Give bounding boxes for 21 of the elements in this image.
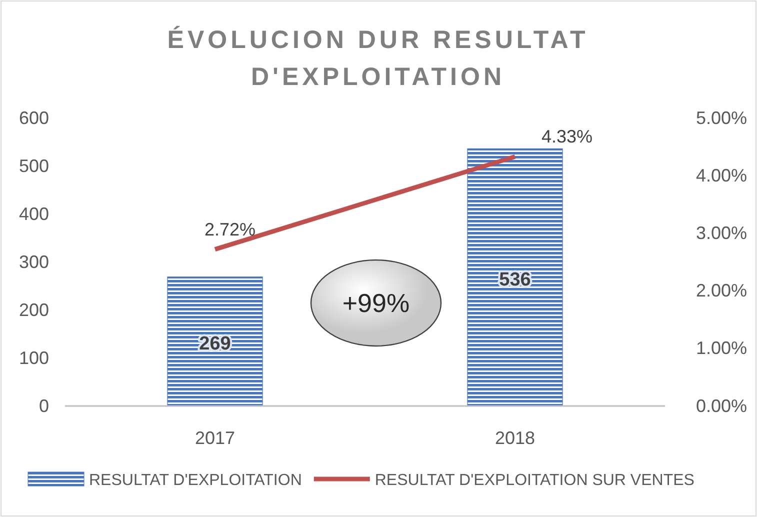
x-tick-label: 2017 (194, 428, 236, 448)
y-tick-label: 100 (18, 348, 49, 368)
data-label: 4.33% (541, 126, 593, 147)
y-tick-label: 400 (18, 204, 49, 224)
y2-tick-label: 2.00% (696, 280, 748, 301)
y-tick-label: 300 (18, 252, 49, 272)
y-tick-label: 200 (18, 300, 49, 320)
y2-tick-label: 1.00% (696, 338, 748, 358)
y2-tick-label: 0.00% (696, 396, 748, 416)
y2-tick-label: 3.00% (696, 222, 748, 243)
y2-tick-label: 4.00% (696, 165, 748, 186)
y-tick-label: 600 (18, 108, 49, 128)
y-tick-label: 500 (18, 156, 49, 176)
data-label: 2.72% (204, 219, 256, 240)
legend-label: RESULTAT D'EXPLOITATION (89, 472, 302, 489)
annotation: +99% (342, 288, 410, 318)
x-tick-label: 2018 (494, 428, 536, 448)
legend-label: RESULTAT D'EXPLOITATION SUR VENTES (374, 472, 694, 489)
y-tick-label: 0 (38, 396, 49, 416)
y2-tick-label: 5.00% (696, 108, 748, 128)
chart-title: ÉVOLUCION DUR RESULTAT D'EXPLOITATION (167, 25, 589, 91)
